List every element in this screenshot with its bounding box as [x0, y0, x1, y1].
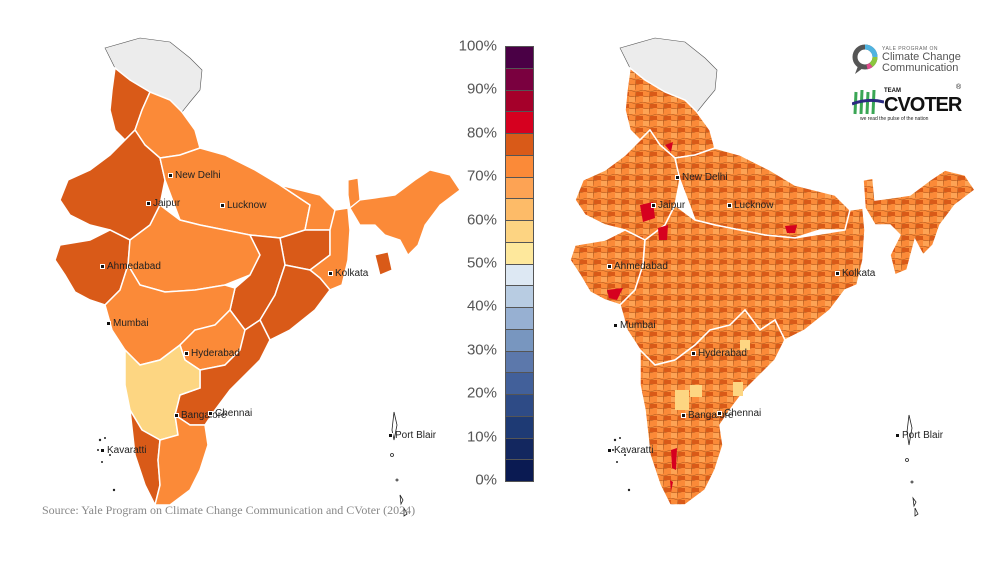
- city-hyderabad: Hyderabad: [184, 348, 240, 359]
- legend-label-40: 40%: [466, 297, 497, 315]
- city-lucknow: Lucknow: [727, 200, 773, 211]
- state-level-map: New Delhi Jaipur Lucknow Ahmedabad Kolka…: [30, 30, 470, 520]
- legend-bin: [506, 177, 533, 200]
- cvoter-name: CVOTER: [884, 94, 962, 116]
- legend-bin: [506, 155, 533, 178]
- district-region-northeast: [862, 169, 977, 277]
- city-kolkata: Kolkata: [328, 268, 368, 279]
- legend-bin: [506, 308, 533, 330]
- city-lucknow: Lucknow: [220, 200, 266, 211]
- legend-bin: [506, 264, 533, 287]
- cvoter-registered: ®: [956, 84, 962, 91]
- yale-name-line1: Climate Change: [882, 51, 961, 63]
- cvoter-team-label: TEAM: [884, 88, 901, 94]
- city-mumbai: Mumbai: [613, 320, 656, 331]
- city-bangalore: Bangalore: [681, 410, 734, 421]
- legend-color-bar: [505, 46, 534, 482]
- city-hyderabad: Hyderabad: [691, 348, 747, 359]
- light-districts: [675, 340, 750, 410]
- legend-bin: [506, 460, 533, 481]
- city-new-delhi: New Delhi: [675, 172, 728, 183]
- region-tripura: [374, 251, 393, 276]
- lakshadweep-islands: [97, 437, 116, 492]
- city-port-blair: Port Blair: [388, 430, 436, 441]
- lakshadweep-islands: [612, 437, 631, 492]
- cvoter-stripes-icon: [852, 89, 884, 115]
- legend-bin: [506, 329, 533, 352]
- legend-label-30: 30%: [466, 341, 497, 359]
- region-west-bengal: [308, 207, 351, 291]
- yale-program-label: YALE PROGRAM ON: [882, 46, 939, 52]
- legend-bin: [506, 199, 533, 221]
- cvoter-tagline: we read the pulse of the nation: [860, 116, 929, 122]
- legend-label-50: 50%: [466, 254, 497, 272]
- legend-bin: [506, 68, 533, 91]
- region-odisha: [259, 264, 331, 342]
- andaman-islands: [390, 411, 408, 517]
- legend-bin: [506, 221, 533, 243]
- legend-label-100: 100%: [458, 37, 497, 55]
- india-state-map-svg: [54, 37, 461, 517]
- city-new-delhi: New Delhi: [168, 170, 221, 181]
- legend-bin: [506, 47, 533, 69]
- city-kavaratti: Kavaratti: [100, 445, 146, 456]
- legend-label-70: 70%: [466, 167, 497, 185]
- city-port-blair: Port Blair: [895, 430, 943, 441]
- region-northeast: [349, 169, 461, 256]
- legend-label-10: 10%: [466, 428, 497, 446]
- andaman-islands: [905, 414, 919, 517]
- city-kavaratti: Kavaratti: [607, 445, 653, 456]
- legend-label-60: 60%: [466, 211, 497, 229]
- india-district-map-svg: [569, 37, 977, 517]
- city-ahmedabad: Ahmedabad: [100, 261, 161, 272]
- legend-bin: [506, 112, 533, 134]
- legend-bin: [506, 416, 533, 439]
- city-jaipur: Jaipur: [651, 200, 685, 211]
- color-legend: 100% 90% 80% 70% 60% 50% 40% 30% 20% 10%…: [455, 38, 545, 489]
- city-mumbai: Mumbai: [106, 318, 149, 329]
- legend-bin: [506, 90, 533, 113]
- legend-bin: [506, 134, 533, 156]
- legend-bin: [506, 351, 533, 374]
- legend-label-80: 80%: [466, 124, 497, 142]
- legend-bin: [506, 395, 533, 417]
- city-jaipur: Jaipur: [146, 198, 180, 209]
- legend-bin: [506, 242, 533, 265]
- city-bangalore: Bangalore: [174, 410, 227, 421]
- legend-bin: [506, 373, 533, 395]
- yale-name-line2: Communication: [882, 62, 959, 74]
- source-caption: Source: Yale Program on Climate Change C…: [42, 503, 416, 517]
- legend-bin: [506, 286, 533, 308]
- legend-bin: [506, 438, 533, 461]
- legend-label-20: 20%: [466, 384, 497, 402]
- city-chennai: Chennai: [208, 408, 252, 419]
- yale-speech-bubble-icon: [852, 44, 878, 74]
- logos: YALE PROGRAM ON Climate Change Communica…: [852, 42, 972, 132]
- city-ahmedabad: Ahmedabad: [607, 261, 668, 272]
- legend-label-0: 0%: [475, 471, 497, 489]
- legend-label-90: 90%: [466, 80, 497, 98]
- district-level-map: New Delhi Jaipur Lucknow Ahmedabad Kolka…: [545, 30, 985, 520]
- city-chennai: Chennai: [717, 408, 761, 419]
- city-kolkata: Kolkata: [835, 268, 875, 279]
